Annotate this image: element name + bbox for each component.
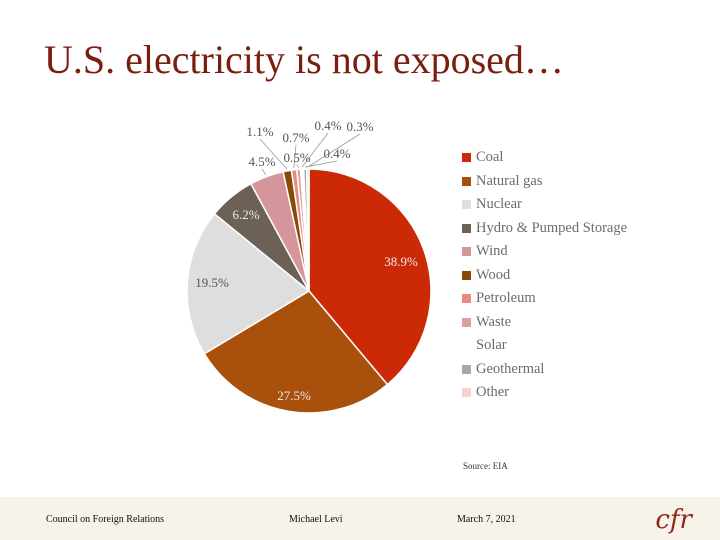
data-label-hydro-and-pumped-storage: 6.2%	[232, 207, 259, 222]
data-label-nuclear: 19.5%	[195, 275, 229, 290]
legend-swatch	[462, 247, 471, 257]
legend-label: Wood	[476, 266, 511, 283]
legend-label: Hydro & Pumped Storage	[476, 219, 628, 236]
legend-label: Natural gas	[476, 172, 543, 189]
chart-legend: Coal Natural gas Nuclear Hydro & Pumped Sto…	[462, 146, 627, 405]
leader-line-petroleum	[293, 144, 297, 168]
data-label-waste: 0.5%	[283, 150, 310, 165]
legend-swatch	[462, 388, 471, 398]
legend-label: Geothermal	[476, 360, 545, 377]
legend-item-nuclear: Nuclear	[462, 193, 627, 217]
legend-label: Nuclear	[476, 196, 522, 212]
data-label-natural-gas: 27.5%	[277, 388, 311, 403]
footer-date: March 7, 2021	[457, 514, 516, 525]
data-label-wind: 4.5%	[248, 154, 275, 169]
legend-item-wind: Wind	[462, 240, 627, 264]
data-label-petroleum: 0.7%	[282, 130, 309, 145]
footer-author: Michael Levi	[289, 514, 343, 525]
legend-item-petroleum: Petroleum	[462, 287, 627, 311]
legend-item-geothermal: Geothermal	[462, 358, 627, 382]
slice-nuclear	[186, 212, 311, 355]
slice-natural-gas	[203, 290, 389, 414]
data-label-coal: 38.9%	[384, 254, 418, 269]
slice-other	[305, 168, 310, 292]
legend-label: Petroleum	[476, 290, 536, 306]
leader-line-wind	[261, 168, 267, 175]
legend-item-other: Other	[462, 381, 627, 405]
leader-line-solar	[301, 132, 329, 168]
legend-item-wood: Wood	[462, 264, 627, 288]
legend-item-hydro-and-pumped-storage: Hydro & Pumped Storage	[462, 217, 627, 241]
legend-swatch	[462, 270, 471, 280]
legend-item-natural-gas: Natural gas	[462, 170, 627, 194]
legend-swatch	[462, 364, 471, 374]
legend-swatch	[462, 341, 471, 351]
data-label-solar: 0.4%	[314, 118, 341, 133]
leader-line-waste	[296, 164, 299, 168]
legend-swatch	[462, 153, 471, 163]
legend-label: Solar	[476, 337, 507, 353]
data-label-geothermal: 0.4%	[323, 146, 350, 161]
legend-swatch	[462, 223, 471, 233]
cfr-logo: cfr	[655, 505, 692, 535]
legend-swatch	[462, 294, 471, 304]
legend-item-solar: Solar	[462, 334, 627, 358]
slice-coal	[308, 168, 432, 386]
footer-bar: Council on Foreign Relations Michael Lev…	[0, 497, 720, 540]
data-label-other: 0.3%	[346, 119, 373, 134]
legend-item-coal: Coal	[462, 146, 627, 170]
legend-label: Coal	[476, 149, 504, 165]
leader-line-geothermal	[305, 160, 338, 168]
legend-label: Waste	[476, 313, 512, 330]
legend-swatch	[462, 200, 471, 210]
footer-organization: Council on Foreign Relations	[46, 514, 165, 525]
data-label-wood: 1.1%	[246, 124, 273, 139]
legend-label: Wind	[476, 243, 508, 259]
legend-label: Other	[476, 384, 510, 400]
source-note: Source: EIA	[463, 461, 508, 471]
leader-line-other	[307, 133, 361, 168]
legend-item-waste: Waste	[462, 311, 627, 335]
legend-swatch	[462, 317, 471, 327]
leader-line-wood	[259, 138, 288, 170]
slide-title: U.S. electricity is not exposed…	[44, 37, 564, 82]
legend-swatch	[462, 176, 471, 186]
